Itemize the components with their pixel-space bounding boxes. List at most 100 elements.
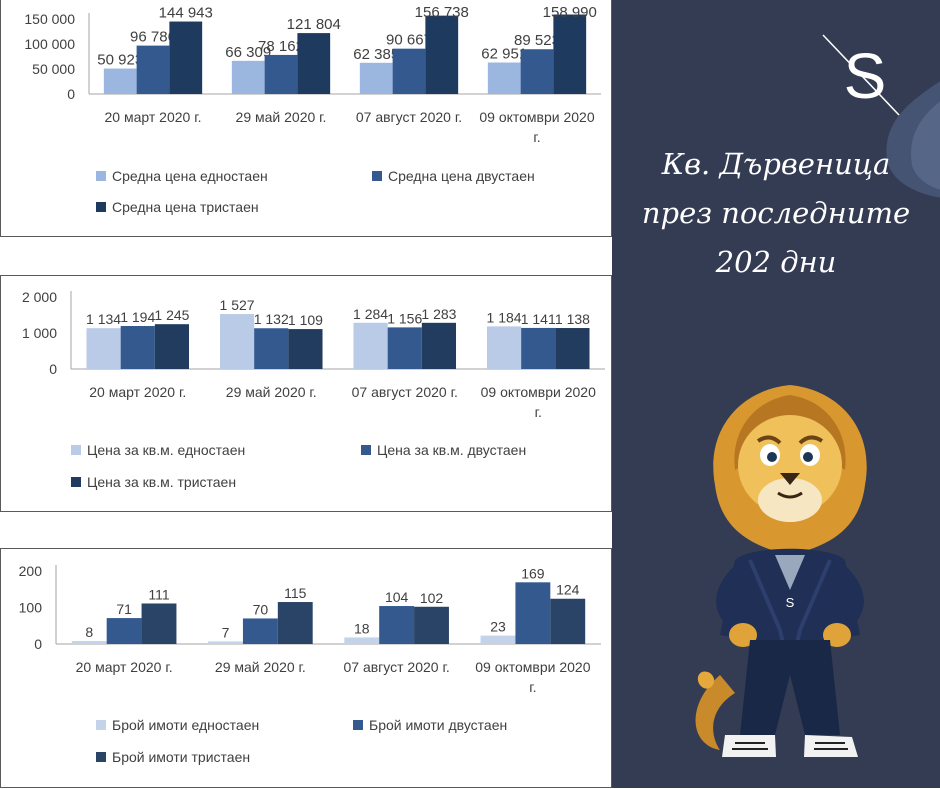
legend-label: Средна цена двустаен bbox=[388, 168, 535, 184]
bar bbox=[169, 21, 203, 94]
bar bbox=[553, 14, 587, 95]
bar bbox=[141, 603, 177, 644]
data-label: 7 bbox=[222, 624, 230, 640]
category-label: 20 март 2020 г. bbox=[105, 109, 202, 125]
mascot-jacket-logo: S bbox=[786, 595, 795, 610]
data-label: 1 283 bbox=[421, 306, 456, 322]
legend-swatch bbox=[353, 720, 363, 730]
bar bbox=[106, 618, 142, 644]
bar bbox=[103, 68, 137, 94]
data-label: 1 138 bbox=[555, 311, 590, 327]
y-tick-label: 1 000 bbox=[22, 325, 57, 341]
chart-average-price: 0 50 000 100 000 150 000 50 923 96 786 144 943… bbox=[0, 0, 612, 237]
y-tick-label: 100 bbox=[19, 600, 43, 616]
data-label: 1 245 bbox=[154, 307, 189, 323]
legend-swatch bbox=[372, 171, 382, 181]
category-label: г. bbox=[529, 679, 536, 695]
bar bbox=[480, 635, 516, 644]
bar bbox=[86, 328, 121, 369]
legend-label: Цена за кв.м. тристаен bbox=[87, 474, 236, 490]
bar bbox=[521, 327, 556, 369]
chart-price-per-sqm: 0 1 000 2 000 1 134 1 194 1 245 20 март 2020 г… bbox=[0, 275, 612, 512]
bar bbox=[353, 322, 388, 369]
y-tick-label: 100 000 bbox=[24, 36, 75, 52]
data-label: 124 bbox=[556, 582, 580, 598]
bar bbox=[231, 60, 265, 94]
legend-label: Средна цена тристаен bbox=[112, 199, 259, 215]
data-label: 111 bbox=[148, 586, 169, 602]
y-tick-label: 0 bbox=[49, 361, 57, 377]
bar bbox=[555, 328, 590, 369]
bar bbox=[277, 602, 313, 644]
data-label: 18 bbox=[354, 620, 370, 636]
category-label: 20 март 2020 г. bbox=[89, 384, 186, 400]
bar bbox=[288, 329, 323, 369]
brand-logo: S bbox=[822, 34, 900, 116]
data-label: 156 738 bbox=[415, 4, 469, 21]
side-title: Кв. Дървеница през последните 202 дни bbox=[641, 147, 911, 279]
category-label: 29 май 2020 г. bbox=[215, 659, 306, 675]
bar bbox=[136, 45, 170, 94]
bar bbox=[208, 641, 243, 644]
data-label: 78 162 bbox=[258, 38, 304, 55]
legend-label: Брой имоти тристаен bbox=[112, 749, 250, 765]
bar bbox=[242, 618, 278, 644]
y-tick-label: 150 000 bbox=[24, 11, 75, 27]
data-label: 121 804 bbox=[287, 16, 341, 33]
bar bbox=[550, 598, 586, 644]
data-label: 1 184 bbox=[487, 309, 522, 325]
bar bbox=[387, 327, 422, 369]
legend-swatch bbox=[96, 720, 106, 730]
legend-label: Средна цена едностаен bbox=[112, 168, 268, 184]
chart-listing-count-svg: 0 100 200 8 71 111 20 март 2020 г. 7 70 115 29 май… bbox=[19, 563, 601, 765]
data-label: 96 786 bbox=[130, 29, 176, 46]
data-label: 8 bbox=[85, 624, 93, 640]
bar bbox=[154, 324, 190, 369]
data-label: 1 109 bbox=[288, 312, 323, 328]
legend-swatch bbox=[96, 171, 106, 181]
legend-swatch bbox=[96, 202, 106, 212]
bar bbox=[520, 49, 554, 94]
category-label: 07 август 2020 г. bbox=[352, 384, 458, 400]
data-label: 66 309 bbox=[225, 44, 271, 61]
legend-swatch bbox=[71, 445, 81, 455]
data-label: 1 134 bbox=[86, 311, 121, 327]
decorative-swoosh bbox=[886, 81, 940, 198]
data-label: 1 284 bbox=[353, 306, 388, 322]
bar bbox=[254, 328, 289, 369]
y-tick-label: 0 bbox=[67, 86, 75, 102]
category-label: г. bbox=[535, 404, 542, 420]
data-label: 50 923 bbox=[97, 52, 143, 69]
bar bbox=[392, 48, 426, 94]
category-label: 29 май 2020 г. bbox=[226, 384, 317, 400]
bar bbox=[486, 326, 522, 369]
bar bbox=[421, 322, 457, 369]
data-label: 62 385 bbox=[353, 46, 399, 63]
data-label: 115 bbox=[284, 585, 307, 601]
data-label: 62 951 bbox=[481, 46, 527, 63]
bar bbox=[219, 314, 255, 369]
legend-swatch bbox=[361, 445, 371, 455]
y-tick-label: 50 000 bbox=[32, 61, 75, 77]
bar bbox=[120, 326, 155, 369]
y-tick-label: 2 000 bbox=[22, 289, 57, 305]
data-label: 102 bbox=[420, 590, 444, 606]
bar bbox=[297, 33, 331, 94]
y-tick-label: 200 bbox=[19, 563, 43, 579]
category-label: 09 октомври 2020 bbox=[479, 109, 594, 125]
data-label: 1 141 bbox=[521, 311, 556, 327]
data-label: 71 bbox=[116, 601, 132, 617]
legend-swatch bbox=[96, 752, 106, 762]
data-label: 104 bbox=[385, 589, 409, 605]
y-tick-label: 0 bbox=[34, 636, 42, 652]
data-label: 1 132 bbox=[254, 311, 289, 327]
category-label: г. bbox=[533, 129, 540, 145]
bar bbox=[264, 54, 298, 94]
data-label: 89 523 bbox=[514, 32, 560, 49]
side-banner: S Кв. Дървеница през последните 202 дни … bbox=[612, 0, 940, 788]
bar bbox=[425, 15, 459, 95]
category-label: 07 август 2020 г. bbox=[356, 109, 462, 125]
bar bbox=[515, 582, 551, 644]
category-label: 29 май 2020 г. bbox=[236, 109, 327, 125]
bar bbox=[344, 637, 380, 644]
